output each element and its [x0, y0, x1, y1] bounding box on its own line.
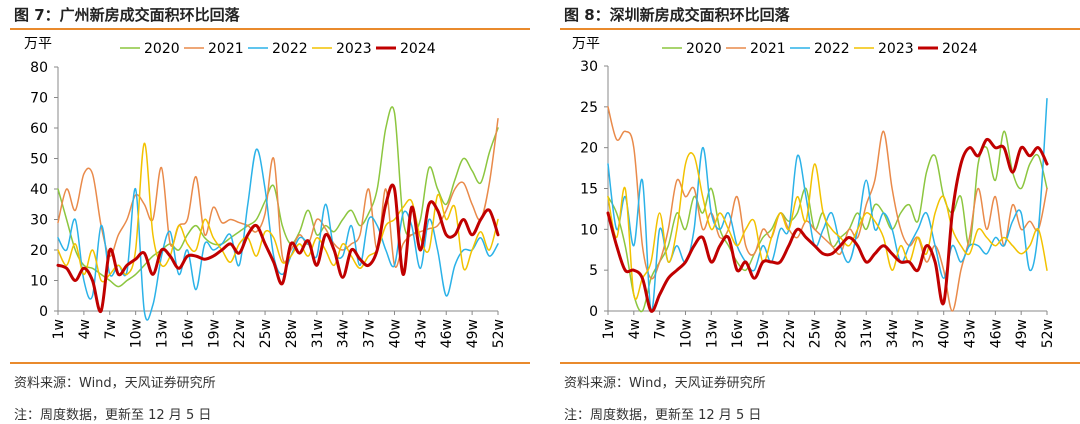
- x-tick-label: 19w: [206, 319, 222, 348]
- footer-rule: [10, 362, 530, 364]
- series-line-2024: [56, 183, 500, 313]
- x-tick-label: 37w: [362, 319, 378, 348]
- y-tick-label: 80: [30, 60, 48, 76]
- x-tick-label: 46w: [988, 319, 1004, 348]
- legend-label: 2021: [208, 41, 244, 57]
- series-line-2023: [607, 152, 1048, 300]
- x-tick-label: 10w: [678, 319, 694, 348]
- y-tick-label: 10: [30, 274, 48, 290]
- legend-item-2023: 2023: [854, 41, 914, 57]
- x-tick-label: 13w: [704, 319, 720, 348]
- figure-title: 图 8：深圳新房成交面积环比回落: [564, 6, 790, 24]
- x-tick-label: 4w: [77, 319, 93, 339]
- x-tick-label: 25w: [258, 319, 274, 348]
- x-tick-label: 34w: [336, 319, 352, 348]
- legend-label: 2021: [750, 41, 786, 57]
- x-tick-label: 16w: [180, 319, 196, 348]
- x-tick-label: 40w: [937, 319, 953, 348]
- series-line-2020: [57, 106, 499, 288]
- y-tick-label: 60: [30, 121, 48, 137]
- y-tick-label: 0: [589, 304, 598, 320]
- x-tick-label: 31w: [310, 319, 326, 348]
- x-tick-label: 28w: [833, 319, 849, 348]
- y-tick-label: 70: [30, 91, 48, 107]
- x-tick-label: 52w: [491, 319, 507, 348]
- source-text: 资料来源：Wind，天风证券研究所: [564, 376, 766, 391]
- series-line-2020: [607, 130, 1048, 313]
- y-tick-label: 50: [30, 152, 48, 168]
- series-line-2022: [57, 148, 499, 321]
- x-tick-label: 22w: [782, 319, 798, 348]
- legend-item-2024: 2024: [918, 41, 978, 57]
- legend-item-2022: 2022: [790, 41, 850, 57]
- line-chart-guangzhou: 万平 0 10 20 30 40 50 60 70 80 1w 4w 7w 10w 13w 16w 19w 22w…: [24, 36, 507, 348]
- x-tick-label: 13w: [155, 319, 171, 348]
- chart-panel-shenzhen: 图 8：深圳新房成交面积环比回落 万平 0 5 10 15 20 25 30 1w 4w 7w 10w…: [550, 0, 1080, 424]
- y-tick-label: 0: [39, 304, 48, 320]
- y-tick-label: 30: [30, 213, 48, 229]
- x-tick-label: 22w: [232, 319, 248, 348]
- legend-item-2020: 2020: [662, 41, 722, 57]
- y-tick-label: 20: [30, 243, 48, 259]
- y-tick-label: 20: [580, 141, 598, 157]
- legend-item-2024: 2024: [376, 41, 436, 57]
- x-tick-label: 1w: [51, 319, 67, 339]
- legend-label: 2022: [814, 41, 850, 57]
- footer-rule: [560, 362, 1080, 364]
- title-rule: [10, 28, 530, 30]
- x-tick-label: 52w: [1040, 319, 1056, 348]
- x-tick-label: 25w: [808, 319, 824, 348]
- note-text: 注：周度数据，更新至 12 月 5 日: [14, 408, 212, 423]
- legend-label: 2024: [942, 41, 978, 57]
- x-tick-label: 10w: [129, 319, 145, 348]
- x-tick-label: 37w: [911, 319, 927, 348]
- legend-label: 2020: [144, 41, 180, 57]
- x-tick-label: 46w: [439, 319, 455, 348]
- y-tick-label: 5: [589, 263, 598, 279]
- y-unit-label: 万平: [24, 36, 52, 52]
- note-text: 注：周度数据，更新至 12 月 5 日: [564, 408, 762, 423]
- y-unit-label: 万平: [572, 36, 600, 52]
- series-line-2021: [607, 106, 1048, 312]
- y-tick-label: 40: [30, 182, 48, 198]
- x-tick-label: 1w: [601, 319, 617, 339]
- x-tick-label: 16w: [730, 319, 746, 348]
- legend-label: 2020: [686, 41, 722, 57]
- legend-label: 2022: [272, 41, 308, 57]
- x-tick-label: 7w: [103, 319, 119, 339]
- y-tick-label: 10: [580, 222, 598, 238]
- legend-label: 2024: [400, 41, 436, 57]
- figure-title: 图 7：广州新房成交面积环比回落: [14, 6, 240, 24]
- legend-item-2023: 2023: [312, 41, 372, 57]
- series-line-2024: [606, 137, 1049, 313]
- x-tick-label: 40w: [387, 319, 403, 348]
- x-tick-label: 19w: [756, 319, 772, 348]
- y-tick-label: 15: [580, 182, 598, 198]
- legend-label: 2023: [878, 41, 914, 57]
- x-tick-label: 31w: [859, 319, 875, 348]
- source-text: 资料来源：Wind，天风证券研究所: [14, 376, 216, 391]
- title-rule: [560, 28, 1080, 30]
- y-tick-label: 30: [580, 59, 598, 75]
- legend-item-2020: 2020: [120, 41, 180, 57]
- series-line-2023: [57, 142, 499, 283]
- x-tick-label: 34w: [885, 319, 901, 348]
- x-tick-label: 49w: [1014, 319, 1030, 348]
- line-chart-shenzhen: 万平 0 5 10 15 20 25 30 1w 4w 7w 10w 13w 16w 19w 22w 25w 28…: [572, 36, 1056, 348]
- legend-item-2022: 2022: [248, 41, 308, 57]
- x-tick-label: 4w: [627, 319, 643, 339]
- series-line-2022: [607, 97, 1048, 312]
- y-tick-label: 25: [580, 100, 598, 116]
- legend-item-2021: 2021: [184, 41, 244, 57]
- legend-label: 2023: [336, 41, 372, 57]
- x-tick-label: 7w: [653, 319, 669, 339]
- chart-panel-guangzhou: 图 7：广州新房成交面积环比回落 万平 0 10 20 30 40 50 60 70 80 1w 4w…: [0, 0, 530, 424]
- x-tick-label: 43w: [963, 319, 979, 348]
- x-tick-label: 43w: [413, 319, 429, 348]
- x-tick-label: 49w: [465, 319, 481, 348]
- legend-item-2021: 2021: [726, 41, 786, 57]
- x-tick-label: 28w: [284, 319, 300, 348]
- series-line-2021: [57, 118, 499, 268]
